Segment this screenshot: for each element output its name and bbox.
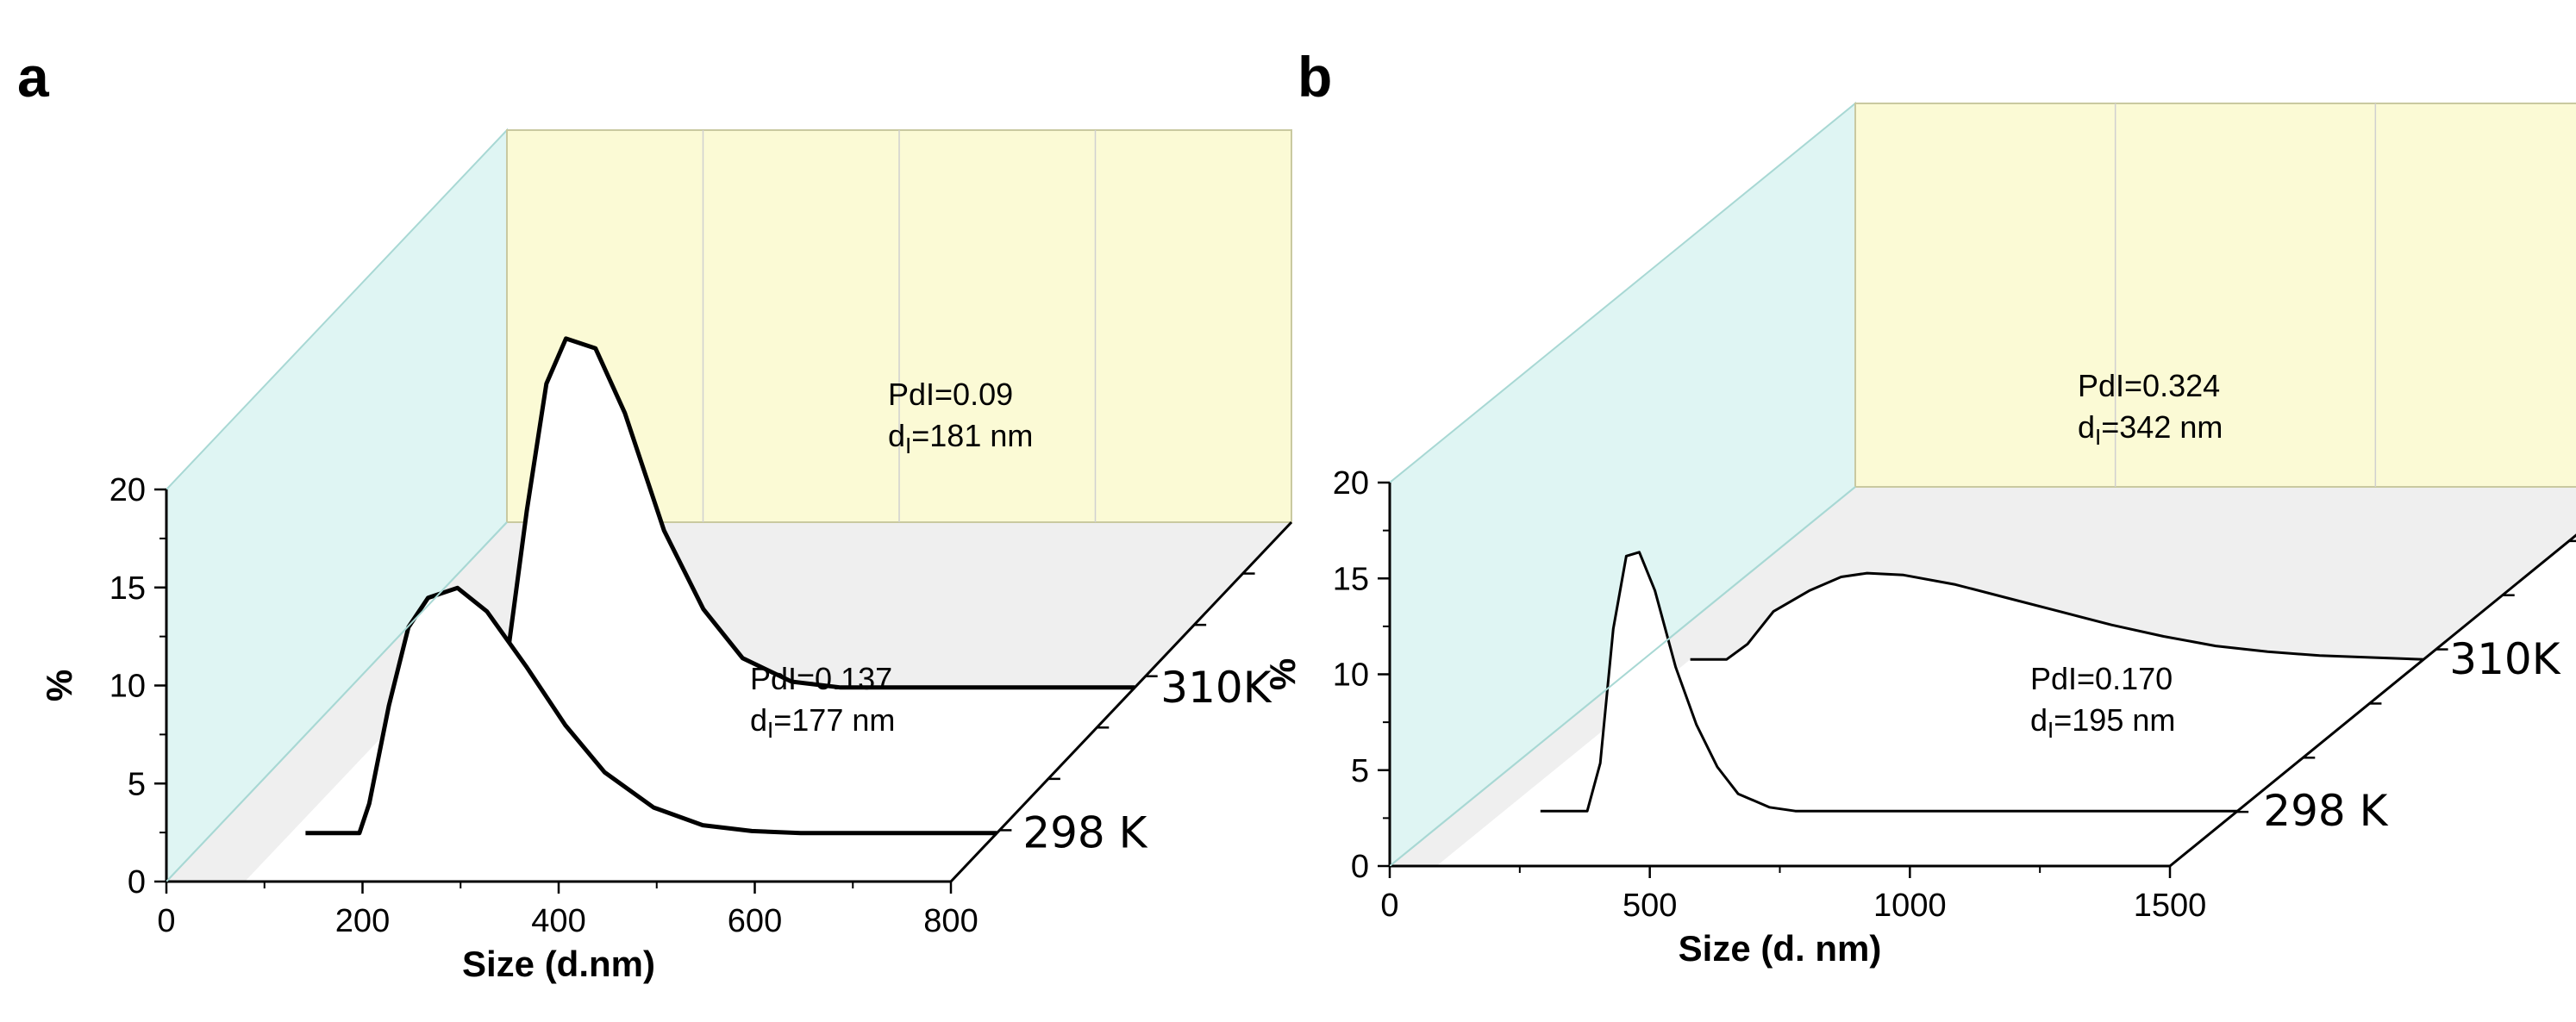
x-tick-label: 0 [157, 903, 175, 939]
x-axis-title: Size (d. nm) [1679, 928, 1882, 969]
y-axis-title: % [39, 670, 79, 701]
y-axis-title: % [1262, 658, 1303, 690]
series-label: 298 K [1022, 808, 1147, 858]
floor-edge [166, 521, 508, 882]
diameter-annotation: dI=181 nm [888, 418, 1033, 458]
series-label: 298 K [2263, 786, 2388, 836]
panel-letter: a [17, 45, 50, 109]
series-fill-298k [259, 588, 997, 882]
series-label: 310K [1160, 663, 1272, 713]
y-tick-label: 15 [109, 570, 146, 607]
depth-axis [949, 520, 1293, 883]
y-tick-label: 5 [1351, 753, 1369, 789]
pdi-annotation: PdI=0.324 [2078, 368, 2220, 403]
x-tick-label: 800 [923, 903, 978, 939]
y-tick-label: 20 [1333, 465, 1369, 502]
y-tick-label: 20 [109, 472, 146, 508]
diameter-annotation: dI=195 nm [2030, 702, 2175, 743]
depth-axis [2169, 533, 2576, 868]
series-line-298k [305, 585, 997, 836]
x-tick-label: 1500 [2134, 888, 2207, 924]
x-tick-label: 400 [531, 903, 585, 939]
y-tick-label: 5 [128, 766, 146, 802]
series-line-310k [428, 336, 1135, 690]
series-label: 310K [2449, 634, 2560, 684]
x-tick-label: 0 [1380, 888, 1398, 924]
y-tick-label: 15 [1333, 561, 1369, 597]
series-fill-298k [1472, 552, 2238, 866]
diameter-annotation: dI=177 nm [750, 702, 895, 743]
series-line-310k [1690, 571, 2424, 661]
floor-edge [1389, 486, 1856, 867]
x-tick-label: 200 [335, 903, 390, 939]
panel-a: 310K PdI=0.09 dI=181 nm 298 K PdI=0.137 dI=17… [17, 45, 1293, 984]
y-tick-label: 0 [1351, 849, 1369, 885]
pdi-annotation: PdI=0.09 [888, 377, 1013, 412]
y-tick-label: 10 [1333, 657, 1369, 694]
y-tick-label: 10 [109, 669, 146, 705]
x-axis-title: Size (d.nm) [462, 944, 655, 984]
pdi-annotation: PdI=0.137 [750, 661, 892, 696]
diameter-annotation: dI=342 nm [2078, 409, 2223, 450]
y-tick-label: 0 [128, 864, 146, 900]
x-tick-label: 500 [1623, 888, 1677, 924]
pdi-annotation: PdI=0.170 [2030, 661, 2173, 696]
panel-b: 310K PdI=0.324 dI=342 nm 298 K PdI=0.170 dI=1… [1262, 45, 2576, 969]
panel-letter: b [1297, 45, 1332, 109]
series-line-298k [1540, 551, 2238, 813]
x-tick-label: 1000 [1873, 888, 1947, 924]
x-tick-label: 600 [728, 903, 782, 939]
